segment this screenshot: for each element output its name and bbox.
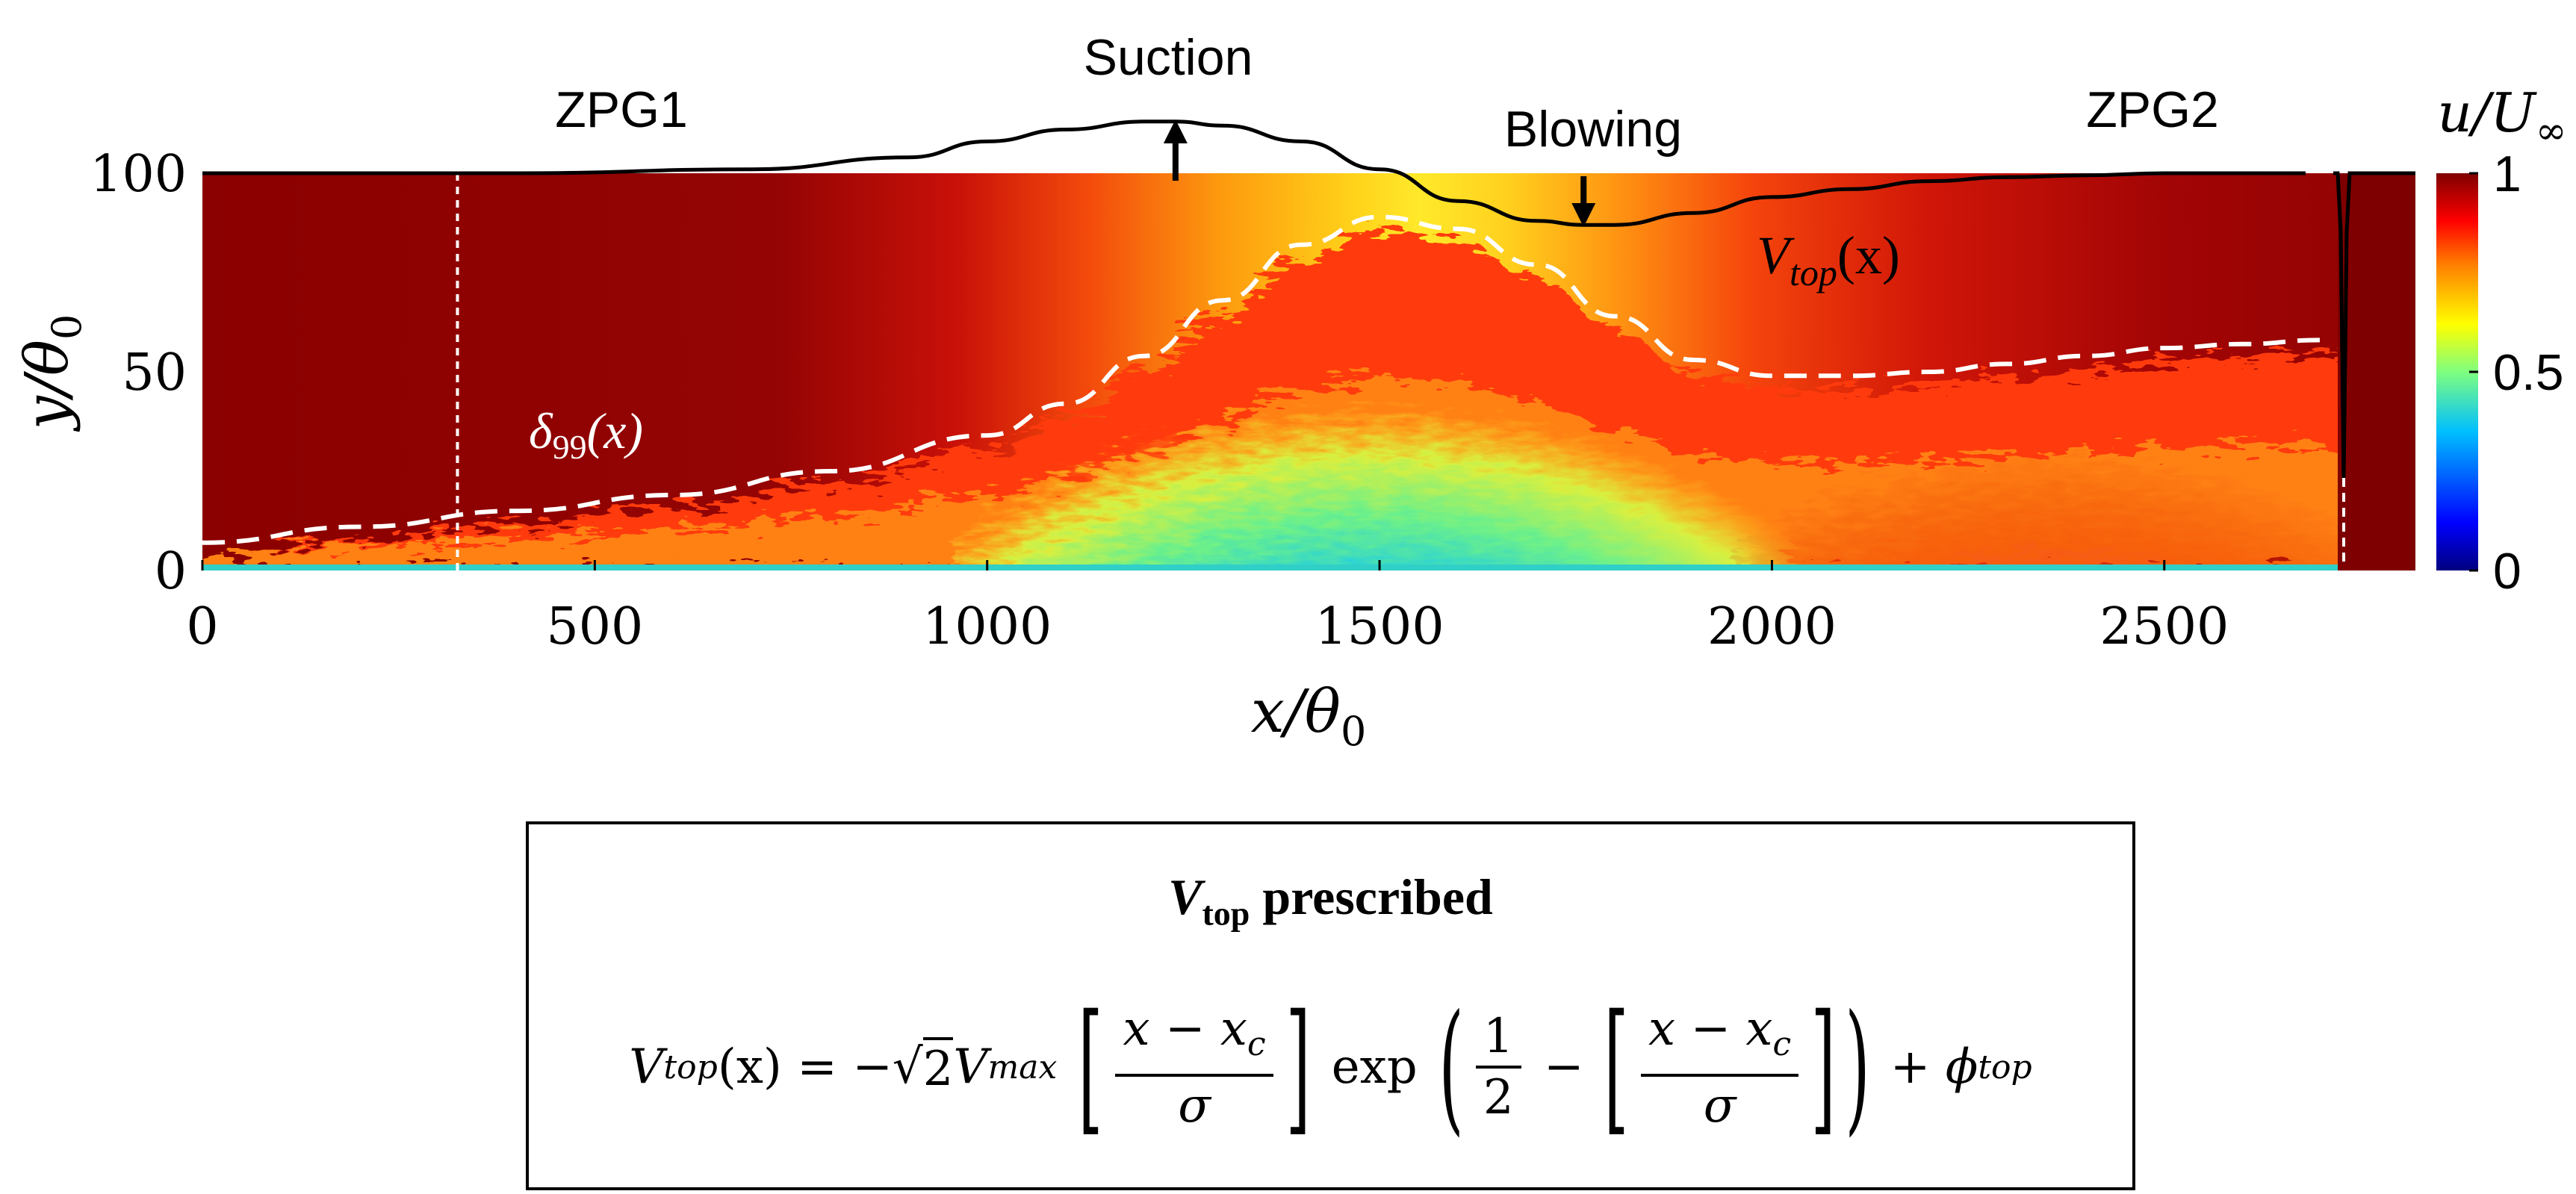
y-axis-ticks: 0 50 100 xyxy=(90,145,187,601)
x-tick-label: 500 xyxy=(546,597,643,656)
eq-frac1-den: σ xyxy=(1178,1078,1211,1134)
x-tick-label: 1500 xyxy=(1315,597,1444,656)
eq-frac1-num: x − x xyxy=(1123,1001,1247,1057)
eq-half-num: 1 xyxy=(1475,1007,1521,1069)
eq-plus: + xyxy=(1875,1039,1946,1095)
x-axis-ticks: 0 500 1000 1500 2000 2500 xyxy=(186,560,2229,656)
eq-phi-sub: top xyxy=(1978,1048,2032,1086)
eq-rbracket-1: ] xyxy=(1285,984,1311,1149)
eq-lhs-arg: (x) xyxy=(717,1039,782,1095)
eq-lhs-sub: top xyxy=(663,1048,718,1086)
eq-sqrt-arg: 2 xyxy=(922,1037,954,1097)
colorbar-tick-label: 0 xyxy=(2493,543,2521,600)
eq-fraction-1: x − xc σ xyxy=(1115,1000,1273,1135)
velocity-field xyxy=(202,173,2415,570)
label-blowing: Blowing xyxy=(1504,101,1682,158)
eq-rbracket-2: ] xyxy=(1810,984,1836,1149)
eq-fraction-2: x − xc σ xyxy=(1641,1000,1799,1135)
eq-half: 1 2 xyxy=(1475,1007,1521,1127)
x-tick-label: 2000 xyxy=(1707,597,1837,656)
eq-frac2-den: σ xyxy=(1703,1078,1737,1134)
eq-phi: ϕ xyxy=(1945,1039,1978,1095)
y-tick-label: 50 xyxy=(122,343,187,402)
eq-frac1-num-sub: c xyxy=(1247,1024,1266,1063)
colorbar-tick-label: 0.5 xyxy=(2493,344,2564,401)
recirculation-core xyxy=(956,239,1793,570)
eq-rparen: ) xyxy=(1845,984,1871,1149)
eq-lparen: ( xyxy=(1438,984,1464,1149)
eq-sqrt: √ xyxy=(892,1039,923,1095)
colorbar-ticks: 00.51 xyxy=(2469,146,2564,600)
label-delta99: δ99(x) xyxy=(529,402,643,466)
delta99-curve xyxy=(202,214,2321,545)
eq-half-den: 2 xyxy=(1483,1070,1514,1125)
eq-vmax: V xyxy=(953,1039,988,1095)
eq-vmax-sub: max xyxy=(987,1048,1058,1086)
wall-strip xyxy=(202,565,2415,570)
eq-frac2-num-sub: c xyxy=(1772,1024,1792,1063)
colorbar-tick-label: 1 xyxy=(2493,146,2521,202)
y-tick-label: 100 xyxy=(90,145,187,204)
y-tick-label: 0 xyxy=(155,542,187,601)
vtop-curve xyxy=(202,119,2306,227)
eq-minus: − xyxy=(1528,1039,1599,1095)
outflow-strip xyxy=(2338,173,2415,570)
eq-lbracket-2: [ xyxy=(1604,984,1629,1149)
eq-lbracket-1: [ xyxy=(1078,984,1104,1149)
label-suction: Suction xyxy=(1084,29,1253,86)
label-vtop: Vtop(x) xyxy=(1757,226,1900,293)
zpg2-turbulent-region xyxy=(1741,366,2367,570)
title-symbol-sub: top xyxy=(1202,894,1250,933)
title-text: prescribed xyxy=(1250,868,1493,925)
eq-exp: exp xyxy=(1331,1039,1418,1095)
eq-lhs: V xyxy=(629,1039,664,1095)
eq-equals: = − xyxy=(781,1039,893,1095)
colorbar: 00.51 u/U∞ xyxy=(2436,81,2566,600)
boundary-layer-figure: ZPG1 ZPG2 Suction Blowing Vtop(x) δ99(x)… xyxy=(12,29,2566,755)
title-symbol: V xyxy=(1168,868,1202,925)
x-tick-label: 1000 xyxy=(922,597,1052,656)
colorbar-label: u/U∞ xyxy=(2438,81,2567,152)
label-zpg1: ZPG1 xyxy=(555,81,688,138)
y-axis-label: y/θ0 xyxy=(12,314,90,432)
eq-frac2-num: x − x xyxy=(1648,1001,1773,1057)
label-zpg2: ZPG2 xyxy=(2086,81,2219,138)
formula-box-title: Vtop prescribed xyxy=(529,868,2132,933)
x-tick-label: 0 xyxy=(186,597,218,656)
x-tick-label: 2500 xyxy=(2099,597,2229,656)
suction-arrow xyxy=(1163,119,1188,181)
blowing-arrow xyxy=(1571,176,1596,227)
x-axis-label: x/θ0 xyxy=(1251,677,1367,755)
